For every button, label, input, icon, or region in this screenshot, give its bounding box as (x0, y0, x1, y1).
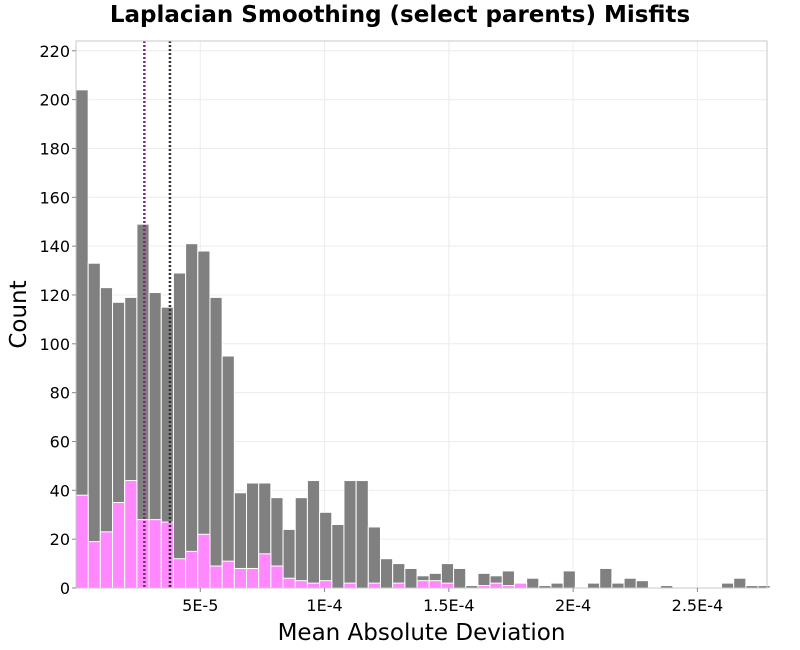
histogram-bar-pink (258, 553, 272, 589)
histogram-bar-pink (246, 567, 260, 589)
x-tick-label: 2E-4 (555, 596, 591, 615)
y-tick-label: 120 (39, 286, 70, 305)
y-tick-label: 40 (50, 481, 70, 500)
y-tick-label: 200 (39, 91, 70, 110)
histogram-bar-pink (87, 541, 101, 589)
histogram-bar-gray (599, 567, 613, 589)
histogram-bar-gray (221, 355, 235, 589)
y-tick-label: 160 (39, 188, 70, 207)
x-axis-title: Mean Absolute Deviation (278, 620, 566, 646)
histogram-bar-pink (282, 577, 296, 589)
histogram-bar-pink (233, 567, 248, 589)
histogram-bar-gray (209, 296, 223, 589)
histogram-bar-pink (367, 582, 381, 589)
y-axis-title: Count (6, 280, 32, 348)
histogram-bar-gray (404, 567, 418, 589)
histogram-bar-gray (550, 582, 564, 589)
x-tick-label: 5E-5 (182, 596, 218, 615)
histogram-bar-gray (587, 582, 601, 589)
histogram-bar-gray (319, 511, 333, 589)
histogram-bar-gray (623, 577, 637, 589)
y-tick-label: 220 (39, 42, 70, 61)
y-tick-label: 20 (50, 530, 70, 549)
histogram-bar-gray (635, 580, 649, 589)
y-tick-label: 60 (50, 432, 70, 451)
histogram-bar-pink (112, 502, 126, 589)
histogram-bar-gray (306, 480, 321, 589)
histogram-bar-pink (197, 533, 211, 589)
histogram-bar-pink (306, 582, 321, 589)
y-tick-label: 0 (60, 579, 70, 598)
histogram-bars (75, 89, 771, 589)
histogram-bar-gray (343, 480, 357, 589)
histogram-bar-gray (733, 577, 747, 589)
x-tick-label: 1.5E-4 (423, 596, 475, 615)
histogram-bar-pink (416, 580, 430, 589)
y-tick-label: 80 (50, 384, 70, 403)
histogram-bar-pink (489, 582, 503, 589)
histogram-bar-pink (343, 582, 357, 589)
histogram-bar-gray (721, 582, 735, 589)
histogram-bar-pink (160, 521, 174, 589)
histogram-bar-pink (221, 560, 235, 589)
histogram-bar-gray (379, 558, 394, 589)
histogram-bar-pink (294, 580, 308, 589)
y-tick-label: 180 (39, 139, 70, 158)
histogram-bar-pink (428, 580, 442, 589)
histogram-bar-pink (148, 519, 162, 589)
histogram-bar-pink (99, 531, 114, 589)
histogram-bar-pink (124, 480, 138, 589)
histogram-bar-pink (75, 494, 89, 589)
histogram-bar-gray (611, 582, 625, 589)
histogram-bar-gray (526, 577, 540, 589)
plot-frame (75, 40, 768, 589)
histogram-bar-pink (172, 558, 187, 589)
histogram-bar-pink (270, 565, 284, 589)
histogram-bar-gray (367, 526, 381, 589)
chart-title: Laplacian Smoothing (select parents) Mis… (109, 2, 691, 28)
histogram-bar-gray (562, 570, 576, 589)
histogram-bar-pink (513, 582, 528, 589)
histogram-bar-pink (209, 565, 223, 589)
histogram-bar-pink (392, 582, 406, 589)
axis-ticks: 0 20 40 60 80 100 120 140 160 180 200 220 5E-5 1E-4 1.… (39, 42, 723, 615)
y-tick-label: 140 (39, 237, 70, 256)
y-tick-label: 100 (39, 335, 70, 354)
histogram-bar-pink (440, 582, 455, 589)
histogram-bar-gray (172, 272, 187, 589)
histogram-bar-gray (294, 497, 308, 589)
histogram-bar-gray (453, 567, 467, 589)
histogram-bar-pink (185, 550, 199, 589)
histogram-bar-gray (87, 262, 101, 589)
histogram-bar-gray (355, 480, 369, 589)
histogram-bar-pink (136, 519, 150, 589)
x-tick-label: 2.5E-4 (672, 596, 724, 615)
histogram-bar-pink (319, 580, 333, 589)
histogram-bar-gray (331, 524, 345, 589)
reference-lines (143, 41, 172, 588)
histogram-bar-gray (185, 243, 199, 589)
x-tick-label: 1E-4 (306, 596, 342, 615)
